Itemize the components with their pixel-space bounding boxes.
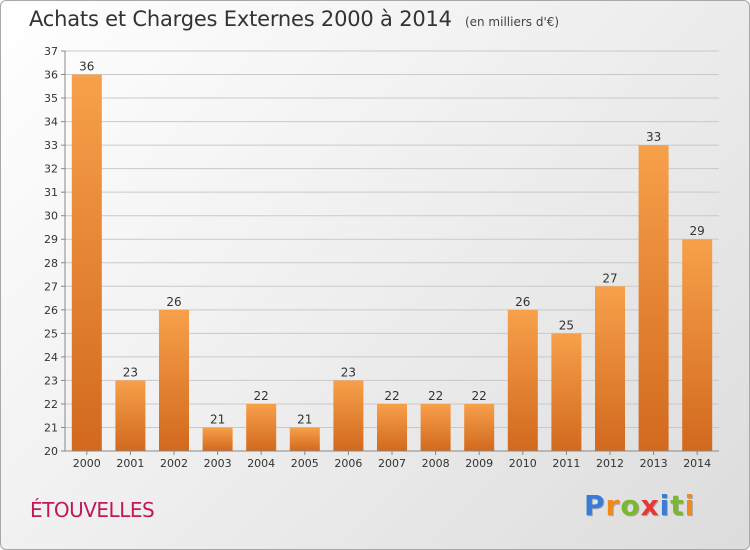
y-tick-label: 30 [44,210,58,223]
chart-title: Achats et Charges Externes 2000 à 2014 (… [29,7,559,31]
y-tick-label: 27 [44,280,58,293]
commune-name: ÉTOUVELLES [30,498,155,522]
x-tick-label: 2013 [640,457,668,470]
bar [159,309,189,451]
logo-letter: i [684,489,696,522]
y-tick-label: 24 [44,351,58,364]
x-tick-label: 2011 [552,457,580,470]
bar [377,403,407,451]
data-label: 23 [341,365,356,379]
data-label: 27 [602,271,617,285]
y-axis: 20 21 22 23 24 25 26 27 28 29 30 31 32 33 34 35 36 37 [44,45,66,458]
data-label: 26 [166,295,181,309]
x-tick-label: 2004 [247,457,275,470]
x-tick-label: 2012 [596,457,624,470]
x-tick-label: 2002 [160,457,188,470]
y-tick-label: 29 [44,233,58,246]
y-tick-label: 33 [44,139,58,152]
y-tick-label: 21 [44,421,58,434]
data-label: 33 [646,130,661,144]
x-tick-label: 2014 [683,457,711,470]
logo-letter: x [640,489,660,522]
proxiti-logo[interactable]: Proxiti [584,489,695,522]
data-label: 22 [254,389,269,403]
y-tick-label: 26 [44,304,58,317]
bar [289,427,320,451]
y-tick-label: 36 [44,69,58,82]
title-unit: (en milliers d'€) [464,15,560,29]
y-tick-label: 20 [44,445,58,458]
x-tick-label: 2001 [116,457,144,470]
x-tick-label: 2009 [465,457,493,470]
y-tick-label: 25 [44,327,58,340]
y-tick-label: 22 [44,398,58,411]
x-axis: 2000 2001 2002 2003 2004 2005 2006 2007 2008 2009… [65,450,719,470]
bar [595,286,625,451]
bar [115,380,146,451]
x-tick-label: 2010 [509,457,537,470]
y-tick-label: 23 [44,374,58,387]
y-tick-label: 31 [44,186,58,199]
x-tick-label: 2006 [334,457,362,470]
data-label: 26 [515,295,530,309]
bar [333,380,364,451]
x-tick-label: 2000 [73,457,101,470]
bar [420,403,451,451]
bar [682,239,713,451]
bar [464,403,495,451]
x-tick-label: 2005 [291,457,319,470]
data-label: 29 [690,224,705,238]
data-label: 25 [559,318,574,332]
data-label: 21 [210,412,225,426]
x-tick-label: 2003 [204,457,232,470]
bar [202,427,233,451]
bar [71,74,102,451]
logo-letter: o [620,489,641,522]
x-tick-label: 2007 [378,457,406,470]
logo-letter: i [659,489,671,522]
data-label: 23 [123,365,138,379]
title-main: Achats et Charges Externes 2000 à 2014 [29,7,452,31]
logo-letter: P [584,489,606,522]
data-label: 22 [472,389,487,403]
y-tick-label: 35 [44,92,58,105]
y-tick-label: 28 [44,257,58,270]
bars: 36 23 26 21 22 21 23 22 22 22 26 25 27 33 29 [71,60,713,451]
data-label: 22 [384,389,399,403]
data-label: 21 [297,412,312,426]
y-tick-label: 32 [44,163,58,176]
data-label: 36 [79,60,94,74]
data-label: 22 [428,389,443,403]
bar [551,333,582,451]
bar [246,403,277,451]
y-tick-label: 34 [44,116,58,129]
y-tick-label: 37 [44,45,58,58]
x-tick-label: 2008 [422,457,450,470]
bar [638,145,669,451]
bar [507,309,538,451]
logo-letter: r [605,489,621,522]
logo-letter: t [670,489,685,522]
